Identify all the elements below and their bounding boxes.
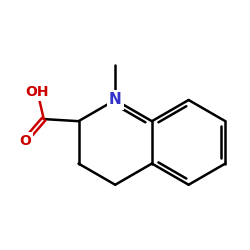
Text: OH: OH — [26, 84, 49, 98]
Text: N: N — [109, 92, 122, 108]
Text: O: O — [19, 134, 31, 148]
